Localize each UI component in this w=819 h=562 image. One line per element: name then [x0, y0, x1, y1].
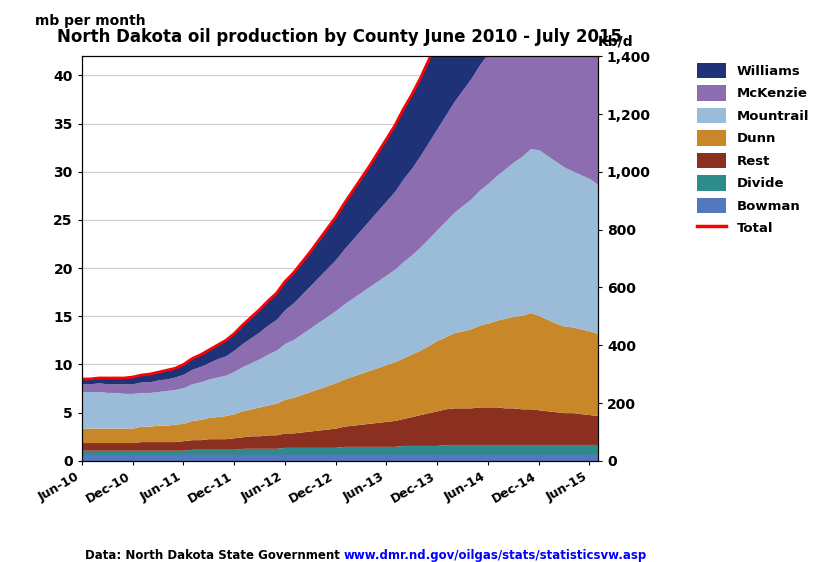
Title: North Dakota oil production by County June 2010 - July 2015: North Dakota oil production by County Ju… [57, 28, 622, 46]
Text: Kb/d: Kb/d [598, 34, 633, 48]
Text: Data: North Dakota State Government: Data: North Dakota State Government [85, 549, 344, 562]
Text: mb per month: mb per month [35, 14, 146, 28]
Legend: Williams, McKenzie, Mountrail, Dunn, Rest, Divide, Bowman, Total: Williams, McKenzie, Mountrail, Dunn, Res… [697, 63, 809, 235]
Text: www.dmr.nd.gov/oilgas/stats/statisticsvw.asp: www.dmr.nd.gov/oilgas/stats/statisticsvw… [344, 549, 647, 562]
